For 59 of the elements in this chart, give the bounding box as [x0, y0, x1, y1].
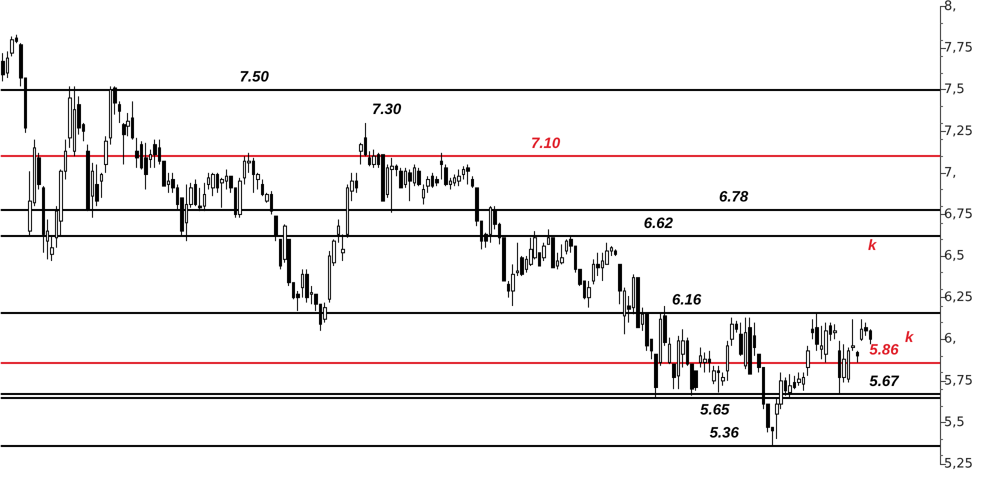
candlestick: [466, 164, 470, 186]
candlestick: [399, 167, 403, 188]
ref-line-label: 7.10: [530, 135, 561, 152]
candlestick: [118, 100, 121, 124]
candlestick: [444, 164, 448, 187]
candlestick: [833, 324, 837, 340]
candlestick: [435, 176, 439, 187]
candlestick: [668, 337, 671, 365]
candlestick: [730, 317, 734, 346]
candlestick: [305, 268, 309, 304]
y-tick-label: 6,25: [944, 290, 973, 306]
candlestick: [417, 167, 421, 187]
candlestick: [806, 345, 810, 376]
y-tick-label: 5,25: [944, 456, 973, 472]
candlestick: [457, 169, 461, 187]
candlestick: [153, 139, 157, 168]
candlestick: [1, 52, 5, 82]
y-tick-label: 6,5: [944, 248, 965, 264]
ref-line-label: 5.36: [710, 424, 740, 442]
ref-line-label: 5.67: [869, 373, 900, 390]
candlestick: [721, 372, 725, 386]
y-tick-label: 7,75: [944, 40, 973, 56]
ref-line-label: 5.86: [869, 342, 900, 359]
annotation: 7.30: [372, 101, 402, 118]
candlestick: [144, 142, 148, 190]
candlestick: [104, 136, 108, 174]
candlestick: [422, 184, 425, 205]
y-tick-label: 7,25: [944, 124, 973, 139]
candlestick: [856, 350, 859, 364]
y-tick-label: 5,75: [944, 373, 973, 388]
candlestick: [100, 172, 103, 198]
candlestick: [614, 248, 617, 257]
candlestick: [726, 340, 729, 382]
candlestick: [426, 176, 430, 194]
candlestick: [440, 152, 443, 180]
ref-line-label: 5.65: [700, 401, 730, 418]
ref-line-label: 6.62: [644, 215, 674, 232]
candlestick: [471, 176, 474, 188]
y-tick-label: 5,5: [944, 414, 965, 430]
ref-line-label: 6.16: [672, 292, 702, 309]
y-tick-label: 6,: [944, 332, 956, 347]
candlestick: [511, 264, 515, 306]
ref-line-label: 7.50: [240, 68, 270, 86]
candlestick: [135, 137, 139, 168]
candlestick: [381, 154, 385, 202]
candlestick: [372, 149, 376, 168]
ref-line-label: 6.78: [718, 188, 749, 206]
y-tick-label: 8,: [944, 0, 956, 14]
y-tick-label: 7,5: [944, 82, 965, 98]
annotation: k: [905, 329, 914, 346]
candlestick: [824, 322, 828, 364]
y-tick-label: 7,: [944, 165, 956, 180]
candlestick: [10, 36, 14, 57]
candlestick: [587, 280, 591, 308]
y-tick-label: 6,75: [944, 206, 973, 222]
annotation: k: [868, 237, 877, 254]
candlestick: [211, 172, 215, 197]
candlestick: [851, 318, 855, 352]
candlestick: [748, 317, 752, 375]
